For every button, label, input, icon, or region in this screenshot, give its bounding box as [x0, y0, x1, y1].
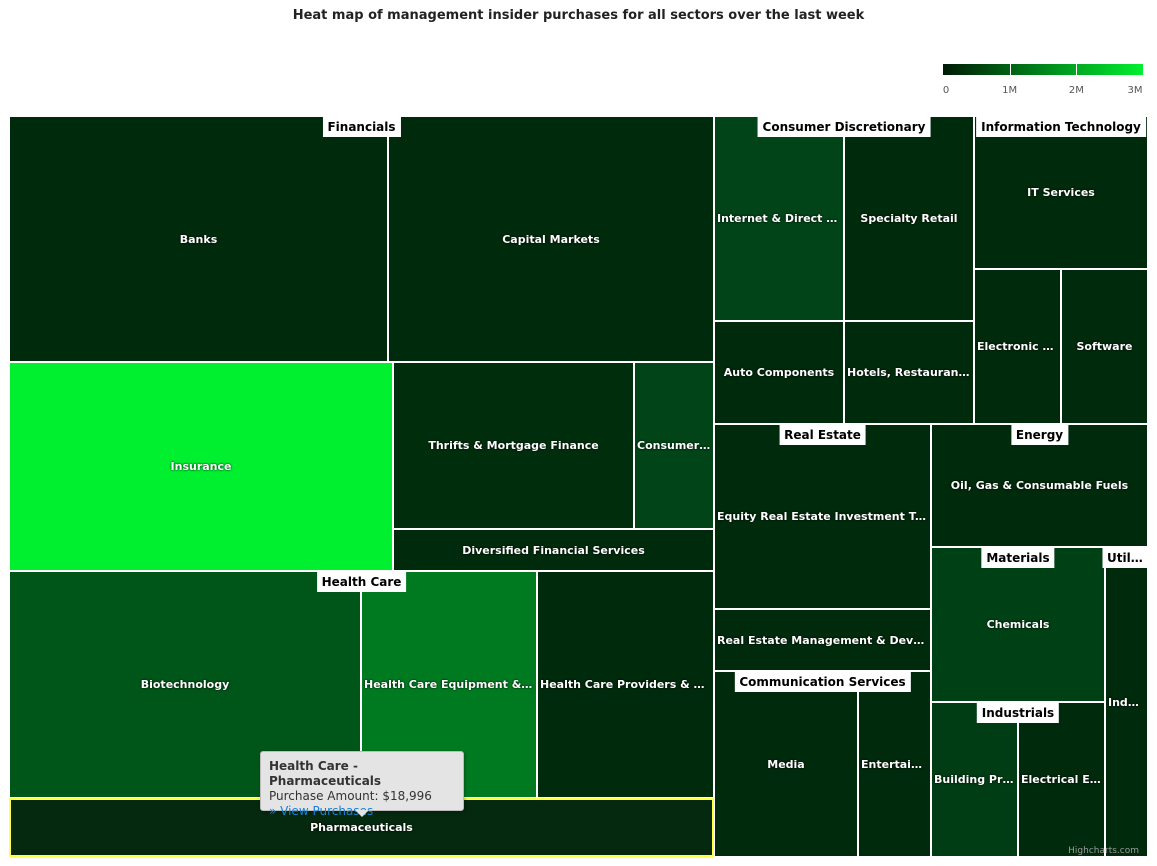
- treemap-cell[interactable]: Electronic Eq…: [974, 269, 1061, 424]
- treemap-cell[interactable]: Internet & Direct Ma…: [714, 116, 844, 321]
- treemap-cell[interactable]: Insurance: [9, 362, 393, 571]
- treemap-cell[interactable]: Hotels, Restaurants …: [844, 321, 974, 424]
- treemap-cell[interactable]: Software: [1061, 269, 1148, 424]
- legend-tick-label: 1M: [1002, 85, 1018, 96]
- cell-label: Health Care Providers & Serv…: [540, 678, 713, 691]
- cell-label: Indep…: [1108, 695, 1147, 709]
- sector-label: Industrials: [976, 703, 1060, 723]
- sector-label: Utilit…: [1102, 548, 1151, 568]
- treemap-cell[interactable]: Building Pro…: [931, 702, 1018, 857]
- treemap-cell[interactable]: Electrical Eq…: [1018, 702, 1105, 857]
- treemap-cell[interactable]: Consumer F…: [634, 362, 714, 529]
- treemap-cell[interactable]: Real Estate Management & Develop…: [714, 609, 931, 671]
- cell-label: Biotechnology: [140, 678, 230, 691]
- treemap-cell[interactable]: Thrifts & Mortgage Finance: [393, 362, 634, 529]
- cell-label: Media: [767, 757, 805, 771]
- cell-label: Building Pro…: [934, 773, 1017, 786]
- legend-tick-label: 0: [942, 85, 950, 96]
- sector-label: Health Care: [316, 572, 407, 592]
- sector-label: Information Technology: [976, 117, 1146, 137]
- cell-label: Capital Markets: [502, 232, 600, 246]
- cell-label: Diversified Financial Services: [462, 543, 645, 557]
- sector-label: Communication Services: [734, 672, 911, 692]
- cell-label: Internet & Direct Ma…: [717, 212, 843, 225]
- cell-label: Auto Components: [723, 366, 835, 379]
- chart-title: Heat map of management insider purchases…: [292, 8, 865, 23]
- cell-label: Entertain…: [861, 757, 930, 771]
- legend-tick-label: 3M: [1127, 85, 1143, 96]
- treemap-cell[interactable]: Indep…: [1105, 547, 1148, 857]
- tooltip-title: Health Care - Pharmaceuticals: [269, 759, 382, 788]
- treemap-cell[interactable]: IT Services: [974, 116, 1148, 269]
- legend-separator: [1076, 64, 1078, 75]
- cell-label: Electrical Eq…: [1021, 773, 1104, 786]
- treemap-cell[interactable]: Banks: [9, 116, 388, 362]
- cell-label: Equity Real Estate Investment Trusts: [717, 510, 930, 523]
- treemap-cell[interactable]: Media: [714, 671, 858, 857]
- cell-label: Insurance: [170, 460, 232, 473]
- cell-label: Software: [1076, 340, 1133, 353]
- cell-label: Consumer F…: [637, 439, 713, 452]
- legend-separator: [1009, 64, 1011, 75]
- tooltip-amount: Purchase Amount: $18,996: [269, 789, 432, 803]
- sector-label: Materials: [981, 548, 1055, 568]
- sector-label: Energy: [1010, 425, 1069, 445]
- treemap-cell[interactable]: Diversified Financial Services: [393, 529, 714, 571]
- treemap-cell[interactable]: Capital Markets: [388, 116, 714, 362]
- sector-label: Financials: [322, 117, 401, 137]
- cell-label: Real Estate Management & Develop…: [717, 633, 930, 647]
- legend-tick-label: 2M: [1068, 85, 1084, 96]
- treemap-cell[interactable]: Auto Components: [714, 321, 844, 424]
- cell-label: Specialty Retail: [860, 212, 958, 225]
- treemap-cell[interactable]: Health Care Providers & Serv…: [537, 571, 714, 798]
- cell-label: Oil, Gas & Consumable Fuels: [950, 479, 1129, 492]
- treemap-cell[interactable]: Specialty Retail: [844, 116, 974, 321]
- cell-label: Hotels, Restaurants …: [847, 366, 973, 379]
- cell-label: Banks: [179, 232, 218, 246]
- treemap-cell[interactable]: Entertain…: [858, 671, 931, 857]
- sector-label: Consumer Discretionary: [757, 117, 931, 137]
- treemap-cell[interactable]: Equity Real Estate Investment Trusts: [714, 424, 931, 609]
- credits[interactable]: Highcharts.com: [1068, 846, 1139, 856]
- treemap-cell[interactable]: Chemicals: [931, 547, 1105, 702]
- sector-label: Real Estate: [779, 425, 866, 445]
- cell-label: Health Care Equipment & Su…: [364, 678, 536, 691]
- cell-label: Thrifts & Mortgage Finance: [428, 439, 599, 452]
- tooltip: Health Care - Pharmaceuticals Purchase A…: [260, 751, 464, 818]
- cell-label: IT Services: [1027, 186, 1095, 199]
- cell-label: Chemicals: [986, 618, 1050, 631]
- cell-label: Pharmaceuticals: [310, 821, 413, 834]
- color-axis-legend: [943, 64, 1143, 75]
- cell-label: Electronic Eq…: [977, 340, 1060, 353]
- view-purchases-link[interactable]: » View Purchases: [269, 804, 374, 818]
